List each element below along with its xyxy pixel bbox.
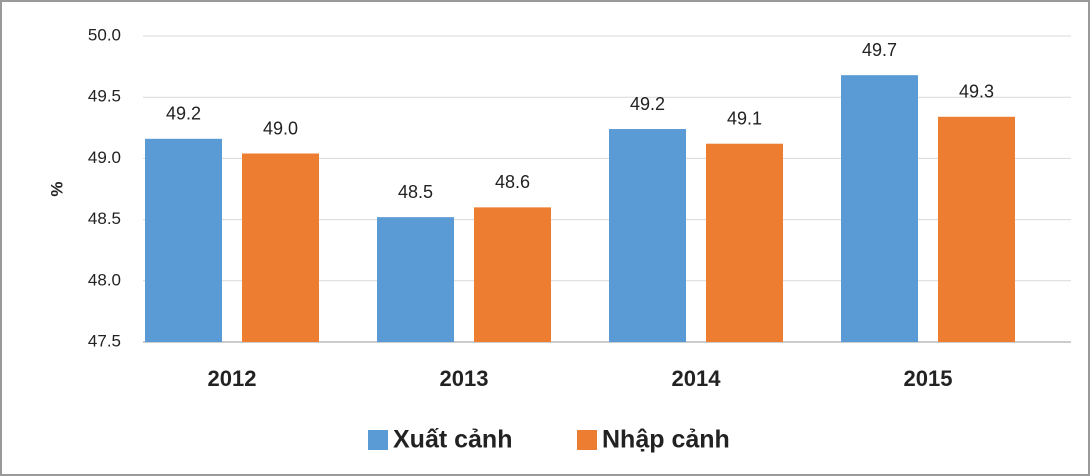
bar xyxy=(609,129,686,342)
value-label: 48.6 xyxy=(495,172,530,192)
value-label: 49.0 xyxy=(263,118,298,138)
bar xyxy=(841,75,918,342)
x-tick-label: 2012 xyxy=(208,366,257,391)
bar xyxy=(145,138,222,342)
value-label: 49.1 xyxy=(727,108,762,128)
value-label: 49.7 xyxy=(862,40,897,60)
legend-label: Nhập cảnh xyxy=(602,426,730,454)
legend-swatch xyxy=(368,430,388,450)
bar xyxy=(377,217,454,342)
y-tick-label: 50.0 xyxy=(88,25,121,44)
y-tick-label: 49.5 xyxy=(88,87,121,106)
y-tick-label: 48.5 xyxy=(88,209,121,228)
x-tick-label: 2014 xyxy=(672,366,722,391)
value-label: 49.2 xyxy=(630,94,665,114)
y-axis-label: % xyxy=(47,181,66,196)
y-tick-label: 48.0 xyxy=(88,270,121,289)
bar xyxy=(706,143,783,342)
y-tick-label: 49.0 xyxy=(88,148,121,167)
bar xyxy=(474,207,551,342)
bar xyxy=(242,153,319,342)
legend-swatch xyxy=(577,430,597,450)
y-tick-label: 47.5 xyxy=(88,331,121,350)
x-tick-label: 2015 xyxy=(904,366,953,391)
value-label: 49.3 xyxy=(959,82,994,102)
legend-label: Xuất cảnh xyxy=(393,426,512,454)
x-tick-label: 2013 xyxy=(440,366,489,391)
value-label: 49.2 xyxy=(166,104,201,124)
bar xyxy=(938,116,1015,342)
value-label: 48.5 xyxy=(398,182,433,202)
